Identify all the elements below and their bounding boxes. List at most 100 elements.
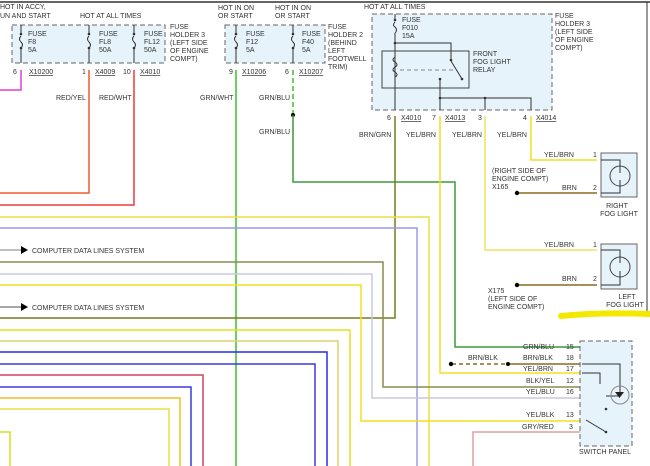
wire-blue-3 xyxy=(0,386,192,466)
ground-icon xyxy=(514,190,520,196)
svg-text:X4010: X4010 xyxy=(401,115,421,122)
svg-text:OR START: OR START xyxy=(275,13,310,20)
svg-text:FUSE: FUSE xyxy=(555,13,574,20)
wire-red-yel xyxy=(0,70,90,194)
svg-text:OF ENGINE: OF ENGINE xyxy=(170,48,209,55)
svg-text:X10206: X10206 xyxy=(242,69,266,76)
svg-text:X175: X175 xyxy=(488,288,504,295)
wires xyxy=(0,70,597,466)
wire-yel-brn-left-fog xyxy=(484,116,597,251)
svg-text:FUSE: FUSE xyxy=(402,17,421,24)
fuse-fl12: FUSE FL12 50A 10 X4010 xyxy=(123,25,163,76)
left-fog-light: YEL/BRN 1 BRN 2 X175 (LEFT SIDE OF ENGIN… xyxy=(488,242,645,311)
front-fog-light-relay: FRONT FOG LIGHT RELAY xyxy=(381,42,532,110)
svg-text:GRN/BLU: GRN/BLU xyxy=(523,344,554,351)
svg-text:COMPUTER DATA LINES SYSTEM[interactable]: COMPUTER DATA LINES SYSTEM xyxy=(32,305,144,312)
svg-text:2: 2 xyxy=(593,185,597,192)
svg-text:F12: F12 xyxy=(246,39,258,46)
svg-text:BLK/YEL: BLK/YEL xyxy=(526,378,555,385)
svg-text:X4014: X4014 xyxy=(536,115,556,122)
computer-data-lines-2[interactable]: COMPUTER DATA LINES SYSTEM xyxy=(0,303,144,312)
wire-yellow-3 xyxy=(0,408,170,466)
svg-text:1: 1 xyxy=(593,152,597,159)
svg-text:X165: X165 xyxy=(492,184,508,191)
wire-yel-brn-17 xyxy=(439,116,580,374)
svg-text:16: 16 xyxy=(566,389,574,396)
svg-text:13: 13 xyxy=(566,412,574,419)
svg-text:FUSE: FUSE xyxy=(170,24,189,31)
svg-text:BRN: BRN xyxy=(562,276,577,283)
svg-text:50A: 50A xyxy=(99,47,112,54)
svg-text:(BEHIND: (BEHIND xyxy=(328,40,357,47)
svg-text:ENGINE COMPT): ENGINE COMPT) xyxy=(488,304,544,311)
wire-gry-red xyxy=(472,431,580,466)
svg-text:18: 18 xyxy=(566,355,574,362)
wire-label: BRN/GRN xyxy=(359,132,391,139)
wire-blue-1 xyxy=(0,351,328,466)
wire-yel-blk xyxy=(0,284,580,422)
svg-text:5A: 5A xyxy=(246,47,255,54)
svg-text:FUSE: FUSE xyxy=(328,24,347,31)
wire-label: RED/WHT xyxy=(99,95,132,102)
wire-brn-grn xyxy=(0,116,396,319)
svg-text:HOT AT ALL TIMES: HOT AT ALL TIMES xyxy=(364,4,426,11)
wire-orange-yellow xyxy=(0,397,181,466)
wire-red-blue xyxy=(0,374,204,466)
computer-data-lines-1[interactable]: COMPUTER DATA LINES SYSTEM xyxy=(0,246,144,255)
svg-text:YEL/BLU: YEL/BLU xyxy=(526,389,555,396)
led-icon xyxy=(610,385,630,405)
wire-blk-yel xyxy=(0,261,580,388)
svg-text:5A: 5A xyxy=(302,47,311,54)
svg-text:RELAY: RELAY xyxy=(473,67,496,74)
svg-text:FUSE: FUSE xyxy=(246,31,265,38)
svg-text:HOLDER 3: HOLDER 3 xyxy=(170,32,205,39)
svg-text:5A: 5A xyxy=(28,47,37,54)
svg-text:15: 15 xyxy=(566,344,574,351)
svg-text:OF ENGINE: OF ENGINE xyxy=(555,37,594,44)
svg-text:HOLDER 3: HOLDER 3 xyxy=(555,21,590,28)
svg-text:FUSE: FUSE xyxy=(99,31,118,38)
supply-label: HOT IN ACCY, xyxy=(0,4,46,11)
svg-text:F40: F40 xyxy=(302,39,314,46)
svg-text:6: 6 xyxy=(13,69,17,76)
wire-label: YEL/BRN xyxy=(452,132,482,139)
svg-text:FOG LIGHT: FOG LIGHT xyxy=(606,302,644,309)
svg-text:6: 6 xyxy=(387,115,391,122)
highlight-mark xyxy=(558,310,650,319)
svg-text:X4013: X4013 xyxy=(445,115,465,122)
wire-grn-blu xyxy=(292,115,580,348)
svg-text:YEL/BLK: YEL/BLK xyxy=(526,412,555,419)
connector-label: X4009 xyxy=(95,69,115,76)
svg-text:BRN: BRN xyxy=(562,185,577,192)
svg-text:FL12: FL12 xyxy=(144,39,160,46)
ground-icon xyxy=(448,361,454,367)
svg-text:9: 9 xyxy=(229,69,233,76)
svg-text:COMPUTER DATA LINES SYSTEM[interactable]: COMPUTER DATA LINES SYSTEM xyxy=(32,248,144,255)
svg-text:COMPT): COMPT) xyxy=(170,56,198,63)
svg-text:7: 7 xyxy=(432,115,436,122)
svg-text:GRY/RED: GRY/RED xyxy=(522,424,554,431)
svg-text:(RIGHT SIDE OF: (RIGHT SIDE OF xyxy=(492,168,546,175)
svg-text:4: 4 xyxy=(523,115,527,122)
wire-yel-blu xyxy=(0,273,580,399)
svg-text:YEL/BRN: YEL/BRN xyxy=(544,152,574,159)
fuse-f8: FUSE F8 5A 6 X10200 xyxy=(13,25,53,76)
wire-yellow xyxy=(0,216,430,466)
svg-text:12: 12 xyxy=(566,378,574,385)
svg-text:COMPT): COMPT) xyxy=(555,45,583,52)
svg-text:LEFT: LEFT xyxy=(328,48,346,55)
svg-text:TRIM): TRIM) xyxy=(328,64,347,71)
arrow-icon xyxy=(21,246,28,254)
wire-yellow-green xyxy=(0,431,11,466)
svg-text:BRN/BLK: BRN/BLK xyxy=(523,355,553,362)
svg-text:17: 17 xyxy=(566,366,574,373)
wire-label: GRN/BLU xyxy=(259,129,290,136)
svg-text:3: 3 xyxy=(478,115,482,122)
wire-label: GRN/BLU xyxy=(259,95,290,102)
connector-label: X4010 xyxy=(140,69,160,76)
svg-text:(LEFT SIDE: (LEFT SIDE xyxy=(555,29,593,36)
svg-text:F8: F8 xyxy=(28,39,36,46)
svg-text:ENGINE COMPT): ENGINE COMPT) xyxy=(492,176,548,183)
wire-blue-2 xyxy=(0,363,316,466)
